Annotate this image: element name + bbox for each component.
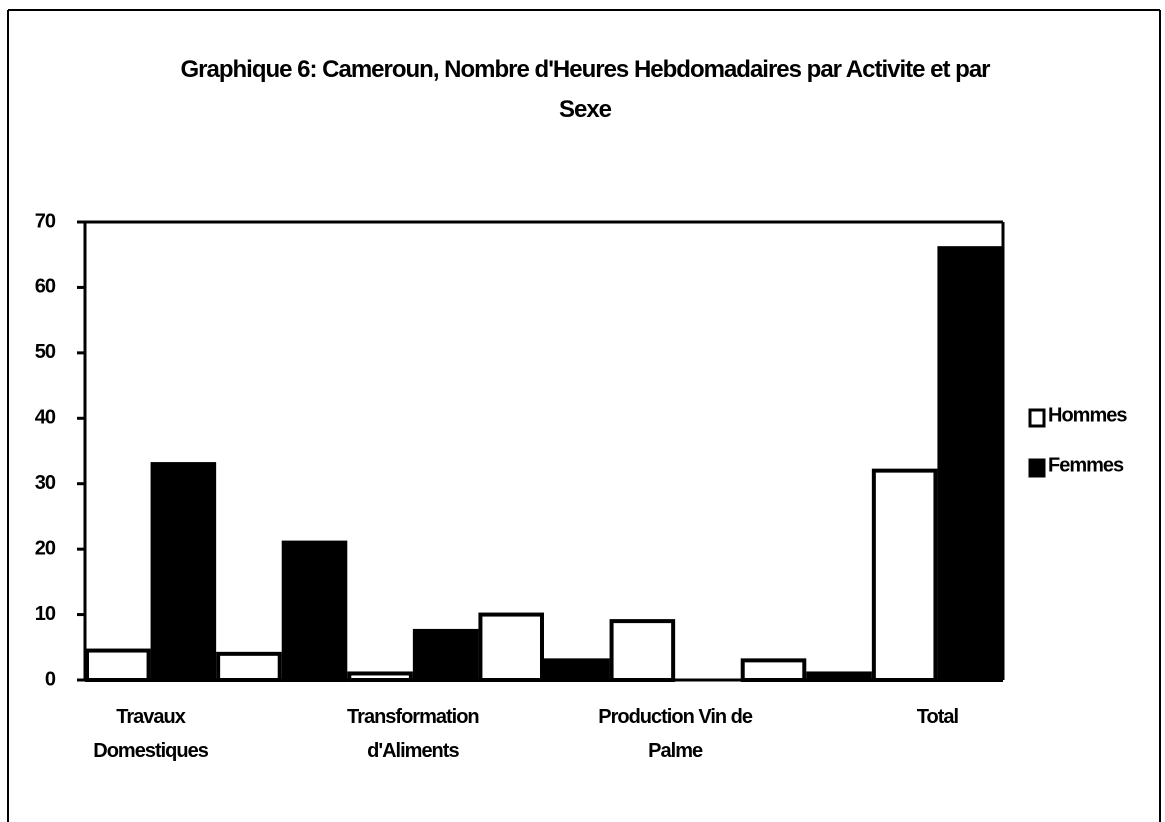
legend-swatch [1028, 458, 1046, 478]
bar [544, 658, 610, 682]
y-tick-label: 50 [35, 341, 56, 363]
y-tick-label: 70 [35, 210, 56, 232]
y-tick-label: 20 [35, 537, 56, 559]
bar [478, 612, 544, 682]
y-tick-label: 0 [45, 668, 56, 690]
bar [216, 651, 282, 682]
legend-swatch [1028, 408, 1046, 428]
y-tick-label: 60 [35, 276, 56, 298]
y-tick-label: 30 [35, 472, 56, 494]
bar [937, 246, 1004, 683]
x-tick-label: Transformation d'Aliments [347, 706, 480, 762]
bar [871, 468, 938, 682]
bar [609, 619, 676, 682]
legend-label: Hommes [1048, 404, 1127, 426]
x-tick-label: Total [916, 706, 959, 728]
y-tick-label: 40 [35, 407, 56, 429]
chart-title: Graphique 6: Cameroun, Nombre d'Heures H… [180, 56, 990, 123]
legend-label: Femmes [1048, 454, 1124, 476]
bar [150, 462, 217, 683]
bar [85, 648, 151, 682]
x-tick-label: Travaux Domestiques [93, 706, 209, 762]
y-tick-label: 10 [35, 603, 56, 625]
bar [281, 540, 348, 682]
bar [740, 658, 807, 682]
x-tick-label: Production Vin de Palme [598, 706, 753, 762]
bar [412, 628, 479, 683]
